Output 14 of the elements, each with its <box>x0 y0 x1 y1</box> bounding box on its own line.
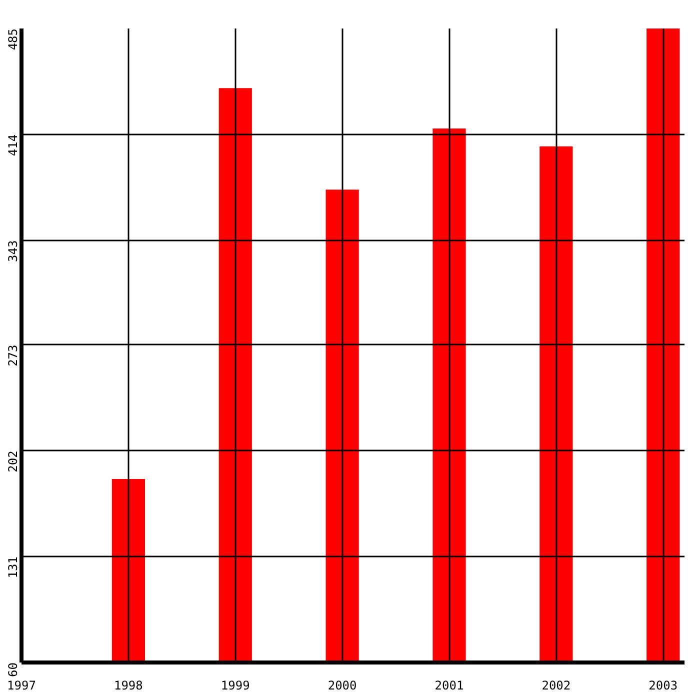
x-tick-label: 1997 <box>7 678 36 692</box>
x-tick-label: 1998 <box>114 678 143 692</box>
x-tick-label: 2001 <box>434 678 464 692</box>
y-tick-label: 414 <box>6 134 20 156</box>
y-tick-label: 273 <box>6 344 20 366</box>
x-tick-label: 1999 <box>220 678 250 692</box>
x-tick-label: 2000 <box>328 678 357 692</box>
y-tick-label: 60 <box>6 662 20 677</box>
x-tick-label: 2003 <box>648 678 678 692</box>
y-tick-label: 202 <box>6 450 20 472</box>
y-tick-label: 343 <box>6 240 20 262</box>
y-tick-label: 131 <box>6 556 20 578</box>
y-tick-label: 485 <box>6 28 20 50</box>
x-tick-label: 2002 <box>542 678 571 692</box>
